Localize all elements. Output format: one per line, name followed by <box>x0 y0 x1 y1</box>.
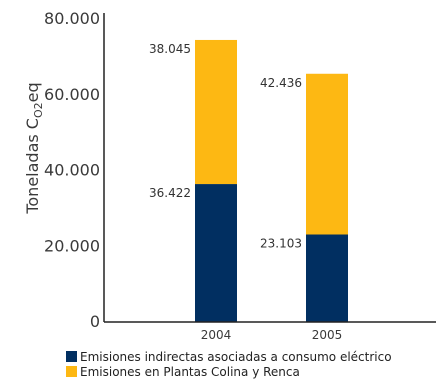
data-label-2005-series-1: 42.436 <box>260 76 302 90</box>
y-axis-label: Toneladas CO2eq <box>23 82 45 214</box>
y-tick-label-4: 80.000 <box>44 9 100 28</box>
legend-item-series-1: Emisiones en Plantas Colina y Renca <box>66 364 392 379</box>
x-axis: 2004 2005 <box>104 321 436 342</box>
data-label-2005-series-0: 23.103 <box>260 236 302 250</box>
legend-item-series-0: Emisiones indirectas asociadas a consumo… <box>66 349 392 364</box>
data-label-2004-series-1: 38.045 <box>149 42 191 56</box>
y-tick-label-2: 40.000 <box>44 161 100 180</box>
legend-swatch-0 <box>66 351 77 362</box>
data-label-2004-series-0: 36.422 <box>149 186 191 200</box>
legend-label-1: Emisiones en Plantas Colina y Renca <box>80 364 300 379</box>
legend-label-0: Emisiones indirectas asociadas a consumo… <box>80 349 392 364</box>
bars-group <box>195 39 348 322</box>
y-axis: 0 20.000 40.000 60.000 80.000 <box>44 9 105 331</box>
legend-swatch-1 <box>66 366 77 377</box>
bar-2005-series-0 <box>306 234 348 322</box>
y-tick-label-1: 20.000 <box>44 236 100 255</box>
data-labels: 36.422 38.045 23.103 42.436 <box>149 42 302 251</box>
y-tick-label-0: 0 <box>90 312 100 331</box>
legend: Emisiones indirectas asociadas a consumo… <box>66 349 392 379</box>
bar-2005-series-1 <box>306 73 348 235</box>
y-tick-label-3: 60.000 <box>44 85 100 104</box>
x-tick-label-2004: 2004 <box>201 328 232 342</box>
x-tick-label-2005: 2005 <box>312 328 343 342</box>
bar-2004-series-1 <box>195 39 237 185</box>
bar-2004-series-0 <box>195 184 237 322</box>
